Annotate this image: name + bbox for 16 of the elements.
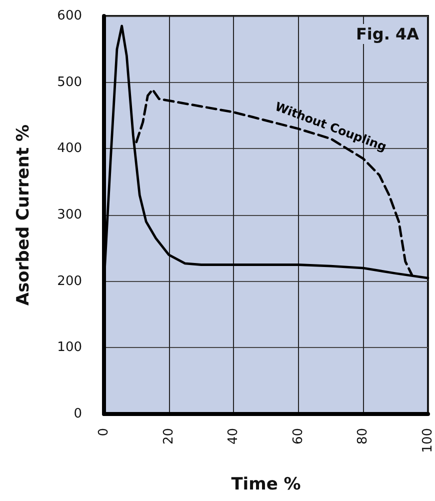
x-tick-label: 100 xyxy=(420,428,435,453)
y-tick-label: 500 xyxy=(57,74,82,90)
y-tick-label: 100 xyxy=(57,340,82,356)
x-tick-label: 20 xyxy=(161,428,176,445)
y-tick-label: 200 xyxy=(57,274,82,289)
annotation: Fig. 4A xyxy=(356,24,420,44)
y-tick-label: 0 xyxy=(74,406,82,422)
x-tick-label: 40 xyxy=(226,428,242,445)
x-axis-title: Time % xyxy=(231,474,301,494)
y-tick-label: 400 xyxy=(57,141,82,156)
y-tick-label: 600 xyxy=(57,8,82,24)
x-tick-label: 60 xyxy=(290,428,306,445)
y-axis-title: Asorbed Current % xyxy=(14,124,34,306)
x-tick-label: 80 xyxy=(356,428,371,445)
x-tick-label: 0 xyxy=(96,428,112,436)
y-tick-label: 300 xyxy=(57,208,82,222)
